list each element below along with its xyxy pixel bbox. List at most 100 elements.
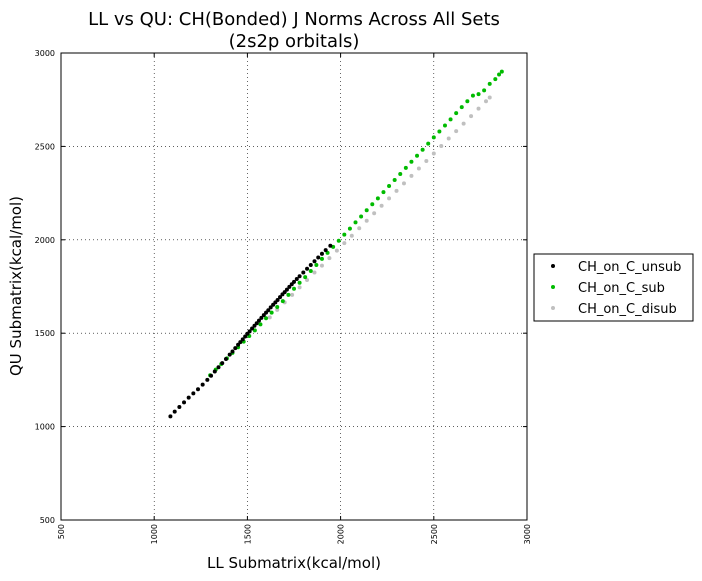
data-point-ch-on-c-disub bbox=[394, 188, 399, 193]
legend-label-disub: CH_on_C_disub bbox=[578, 302, 677, 317]
data-point-ch-on-c-disub bbox=[446, 136, 451, 141]
data-point-ch-on-c-sub bbox=[442, 123, 447, 128]
data-point-ch-on-c-disub bbox=[469, 114, 474, 119]
data-point-ch-on-c-disub bbox=[349, 233, 354, 238]
y-tick-label: 500 bbox=[40, 516, 55, 525]
data-point-ch-on-c-unsub bbox=[297, 274, 302, 279]
y-tick-label: 2500 bbox=[35, 142, 55, 151]
data-point-ch-on-c-sub bbox=[297, 280, 302, 285]
data-point-ch-on-c-unsub bbox=[256, 318, 261, 323]
data-point-ch-on-c-unsub bbox=[233, 346, 238, 351]
data-point-ch-on-c-disub bbox=[364, 218, 369, 223]
x-tick-label: 1000 bbox=[150, 524, 159, 544]
data-point-ch-on-c-unsub bbox=[259, 315, 264, 320]
data-point-ch-on-c-unsub bbox=[209, 373, 214, 378]
data-point-ch-on-c-unsub bbox=[301, 270, 306, 275]
data-point-ch-on-c-unsub bbox=[294, 277, 299, 282]
data-point-ch-on-c-unsub bbox=[238, 340, 243, 345]
x-tick-label: 500 bbox=[57, 524, 66, 539]
data-point-ch-on-c-unsub bbox=[323, 248, 328, 253]
data-point-ch-on-c-sub bbox=[431, 135, 436, 140]
data-point-ch-on-c-unsub bbox=[220, 361, 225, 366]
data-point-ch-on-c-unsub bbox=[247, 329, 252, 334]
data-point-ch-on-c-unsub bbox=[191, 391, 196, 396]
data-point-ch-on-c-unsub bbox=[328, 243, 333, 248]
data-point-ch-on-c-unsub bbox=[268, 305, 273, 310]
data-point-ch-on-c-disub bbox=[483, 99, 488, 104]
data-point-ch-on-c-unsub bbox=[200, 382, 205, 387]
y-axis-label: QU Submatrix(kcal/mol) bbox=[7, 196, 25, 376]
data-point-ch-on-c-sub bbox=[303, 275, 308, 280]
data-point-ch-on-c-sub bbox=[336, 238, 341, 243]
data-points bbox=[168, 69, 504, 419]
data-point-ch-on-c-sub bbox=[437, 129, 442, 134]
grid-lines bbox=[61, 53, 527, 520]
data-point-ch-on-c-sub bbox=[269, 310, 274, 315]
data-point-ch-on-c-sub bbox=[387, 184, 392, 189]
data-point-ch-on-c-disub bbox=[487, 95, 492, 100]
data-point-ch-on-c-disub bbox=[401, 181, 406, 186]
legend-marker-sub bbox=[551, 285, 555, 289]
legend-label-unsub: CH_on_C_unsub bbox=[578, 260, 681, 275]
data-point-ch-on-c-sub bbox=[319, 256, 324, 261]
data-point-ch-on-c-unsub bbox=[227, 352, 232, 357]
data-point-ch-on-c-unsub bbox=[240, 337, 245, 342]
data-point-ch-on-c-sub bbox=[482, 88, 487, 93]
y-tick-label: 1500 bbox=[35, 329, 55, 338]
x-tick-label: 2000 bbox=[337, 524, 346, 544]
x-tick-label: 1500 bbox=[243, 524, 252, 544]
data-point-ch-on-c-sub bbox=[308, 268, 313, 273]
data-point-ch-on-c-sub bbox=[375, 196, 380, 201]
data-point-ch-on-c-unsub bbox=[205, 377, 210, 382]
y-tick-label: 2000 bbox=[35, 236, 55, 245]
data-point-ch-on-c-disub bbox=[372, 211, 377, 216]
data-point-ch-on-c-unsub bbox=[186, 395, 191, 400]
data-point-ch-on-c-unsub bbox=[319, 251, 324, 256]
data-point-ch-on-c-sub bbox=[497, 72, 502, 77]
data-point-ch-on-c-disub bbox=[387, 196, 392, 201]
data-point-ch-on-c-sub bbox=[420, 147, 425, 152]
data-point-ch-on-c-unsub bbox=[287, 284, 292, 289]
legend: CH_on_C_unsub CH_on_C_sub CH_on_C_disub bbox=[533, 253, 694, 322]
data-point-ch-on-c-sub bbox=[465, 99, 470, 104]
data-point-ch-on-c-unsub bbox=[254, 321, 259, 326]
data-point-ch-on-c-disub bbox=[409, 173, 414, 178]
data-point-ch-on-c-disub bbox=[424, 158, 429, 163]
data-point-ch-on-c-disub bbox=[334, 248, 339, 253]
data-point-ch-on-c-unsub bbox=[172, 409, 177, 414]
x-axis-ticks: 500 1000 1500 2000 2500 3000 bbox=[57, 53, 532, 544]
data-point-ch-on-c-disub bbox=[267, 315, 272, 320]
data-point-ch-on-c-sub bbox=[392, 178, 397, 183]
data-point-ch-on-c-sub bbox=[426, 141, 431, 146]
x-axis-label: LL Submatrix(kcal/mol) bbox=[207, 554, 381, 572]
data-point-ch-on-c-sub bbox=[381, 190, 386, 195]
data-point-ch-on-c-unsub bbox=[182, 400, 187, 405]
data-point-ch-on-c-sub bbox=[409, 159, 414, 164]
data-point-ch-on-c-sub bbox=[359, 214, 364, 219]
data-point-ch-on-c-disub bbox=[454, 129, 459, 134]
legend-marker-disub bbox=[551, 306, 555, 310]
data-point-ch-on-c-sub bbox=[314, 263, 319, 268]
data-point-ch-on-c-disub bbox=[431, 151, 436, 156]
data-point-ch-on-c-unsub bbox=[243, 334, 248, 339]
chart-title-line2: (2s2p orbitals) bbox=[229, 31, 360, 52]
data-point-ch-on-c-sub bbox=[415, 153, 420, 158]
x-tick-label: 3000 bbox=[523, 524, 532, 544]
y-axis-ticks: 500 1000 1500 2000 2500 3000 bbox=[35, 49, 527, 525]
data-point-ch-on-c-unsub bbox=[305, 266, 310, 271]
plot-frame bbox=[60, 52, 528, 521]
legend-box bbox=[533, 253, 694, 322]
data-point-ch-on-c-disub bbox=[275, 307, 280, 312]
data-point-ch-on-c-disub bbox=[319, 263, 324, 268]
data-point-ch-on-c-unsub bbox=[177, 404, 182, 409]
data-point-ch-on-c-sub bbox=[275, 305, 280, 310]
data-point-ch-on-c-sub bbox=[292, 286, 296, 291]
data-point-ch-on-c-disub bbox=[416, 166, 421, 171]
data-point-ch-on-c-unsub bbox=[292, 279, 296, 284]
data-point-ch-on-c-unsub bbox=[278, 295, 283, 300]
data-point-ch-on-c-disub bbox=[461, 121, 466, 126]
data-point-ch-on-c-sub bbox=[487, 81, 492, 86]
y-tick-label: 1000 bbox=[35, 423, 55, 432]
